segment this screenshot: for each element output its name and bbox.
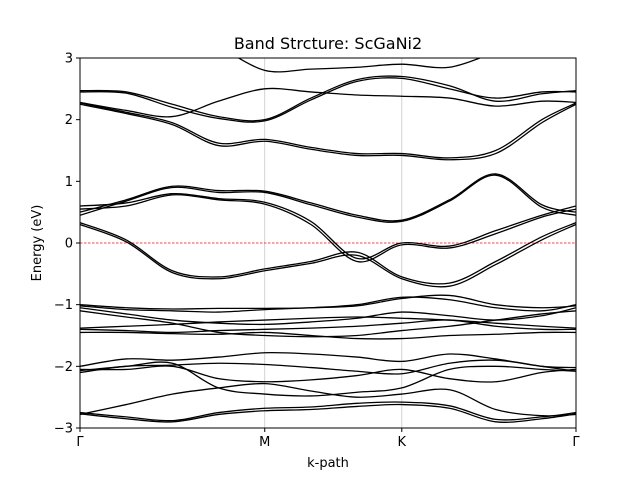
band-4 (80, 359, 576, 375)
x-tick-label: K (398, 435, 407, 450)
band-23 (80, 87, 576, 118)
band-17 (80, 192, 576, 260)
y-tick-label: −3 (54, 422, 73, 437)
band-8 (80, 296, 576, 312)
band-22 (80, 103, 576, 161)
band-lines (80, 58, 576, 423)
x-tick-label: Γ (76, 435, 84, 450)
y-tick-label: 2 (65, 113, 73, 128)
band-12 (80, 319, 576, 334)
band-20 (80, 174, 576, 223)
y-tick-label: −1 (54, 298, 73, 313)
band-7 (80, 361, 576, 397)
band-24 (80, 75, 576, 122)
band-18 (80, 194, 576, 263)
x-axis-label: k-path (307, 456, 349, 471)
band-6 (80, 351, 576, 369)
band-16 (80, 223, 576, 288)
band-19 (80, 173, 576, 222)
y-axis-label: Energy (eV) (30, 205, 45, 282)
chart-title: Band Strcture: ScGaNi2 (234, 34, 422, 53)
band-1 (80, 403, 576, 423)
y-axis-ticks: −3 −2 −1 0 1 2 3 (54, 52, 80, 437)
band-21 (80, 102, 576, 159)
y-tick-label: 3 (65, 52, 73, 67)
band-9 (80, 294, 576, 313)
y-tick-label: 1 (65, 175, 73, 190)
band-5 (80, 365, 576, 383)
band-3 (80, 382, 576, 417)
band-2 (80, 401, 576, 422)
x-tick-label: M (259, 435, 270, 450)
band-13 (80, 331, 576, 340)
band-26 (237, 58, 482, 73)
y-tick-label: −2 (54, 360, 73, 375)
band-11 (80, 316, 576, 329)
band-25 (80, 77, 576, 123)
band-15 (80, 222, 576, 285)
band-14 (80, 310, 576, 338)
x-tick-label: Γ (572, 435, 580, 450)
y-tick-label: 0 (65, 237, 73, 252)
